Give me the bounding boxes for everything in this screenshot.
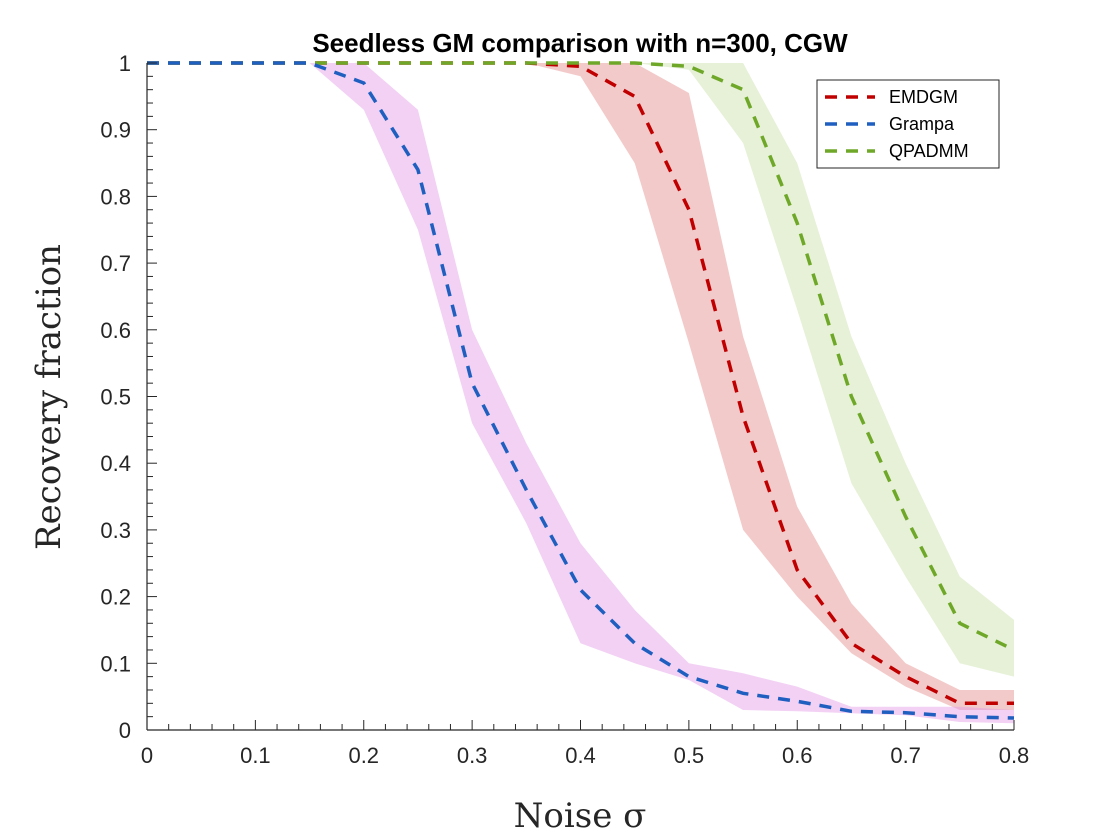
band-qpadmm <box>147 63 1014 677</box>
y-tick-label: 0.1 <box>100 651 131 676</box>
x-tick-label: 0.7 <box>890 743 921 768</box>
band-emdgm <box>147 63 1014 710</box>
axes: 0 0.1 0.2 0.3 0.4 0.5 0.6 0.7 0.8 0 0.1 0.2 0.3 0.4 0.… <box>100 51 1029 768</box>
legend-label-emdgm: EMDGM <box>889 87 958 107</box>
legend-label-qpadmm: QPADMM <box>889 141 969 161</box>
x-axis-label: Noise σ <box>514 796 647 836</box>
y-tick-label: 0.9 <box>100 118 131 143</box>
y-tick-label: 0.3 <box>100 518 131 543</box>
x-tick-label: 0.1 <box>240 743 271 768</box>
y-tick-label: 0.6 <box>100 318 131 343</box>
x-tick-label: 0.4 <box>565 743 596 768</box>
line-grampa <box>147 61 1015 720</box>
y-tick-label: 1 <box>119 51 131 76</box>
x-tick-label: 0.2 <box>348 743 379 768</box>
y-tick-label: 0.7 <box>100 251 131 276</box>
legend: EMDGM Grampa QPADMM <box>816 79 1000 169</box>
x-tick-label: 0.8 <box>999 743 1030 768</box>
y-axis-label: Recovery fraction <box>29 244 69 550</box>
x-tick-label: 0.3 <box>457 743 488 768</box>
x-tick-label: 0 <box>141 743 153 768</box>
series-lines <box>147 61 1015 720</box>
y-tick-label: 0.4 <box>100 451 131 476</box>
x-tick-label: 0.5 <box>674 743 705 768</box>
x-tick-label: 0.6 <box>782 743 813 768</box>
line-qpadmm <box>147 61 1015 652</box>
y-tick-label: 0.5 <box>100 385 131 410</box>
y-tick-label: 0.8 <box>100 184 131 209</box>
y-tick-label: 0 <box>119 718 131 743</box>
y-tick-label: 0.2 <box>100 585 131 610</box>
chart-title: Seedless GM comparison with n=300, CGW <box>312 28 848 58</box>
legend-label-grampa: Grampa <box>889 114 955 134</box>
